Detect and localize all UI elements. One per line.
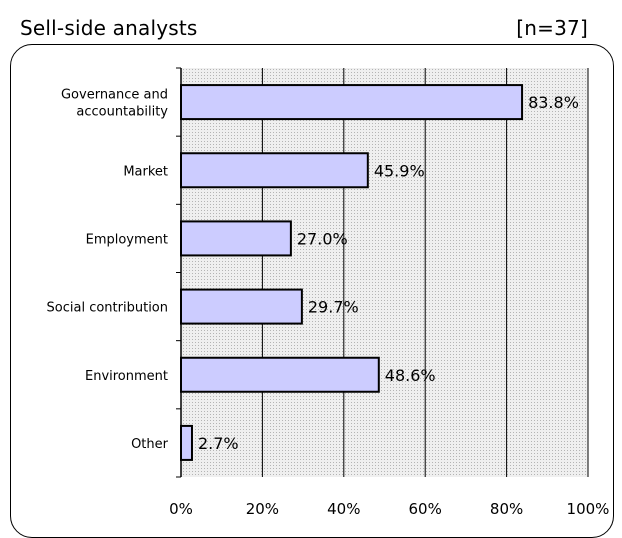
value-label: 29.7% — [308, 298, 359, 317]
bar — [180, 220, 292, 257]
chart-title: Sell‐side analysts — [20, 16, 198, 40]
category-label: Market — [123, 164, 168, 179]
sample-size-label: [n=37] — [516, 16, 588, 40]
category-label: Environment — [85, 369, 168, 384]
bar — [180, 288, 303, 325]
x-tick-label: 40% — [327, 500, 360, 518]
value-label: 83.8% — [528, 93, 579, 112]
category-label: Employment — [86, 232, 168, 247]
bar — [180, 356, 380, 393]
x-tick-label: 20% — [246, 500, 279, 518]
value-label: 48.6% — [385, 366, 436, 385]
category-label: Social contribution — [47, 301, 168, 316]
value-label: 2.7% — [198, 434, 239, 453]
category-label: accountability — [76, 105, 168, 120]
x-tick-label: 100% — [567, 500, 610, 518]
x-tick-label: 0% — [169, 500, 193, 518]
bar — [180, 424, 193, 461]
value-label: 45.9% — [374, 161, 425, 180]
value-label: 27.0% — [297, 229, 348, 248]
category-label: Other — [131, 437, 169, 452]
bar — [180, 84, 524, 121]
x-tick-label: 80% — [490, 500, 523, 518]
x-tick-label: 60% — [409, 500, 442, 518]
plot-area — [181, 68, 588, 477]
category-label: Governance and — [61, 88, 168, 103]
bar — [180, 152, 369, 189]
